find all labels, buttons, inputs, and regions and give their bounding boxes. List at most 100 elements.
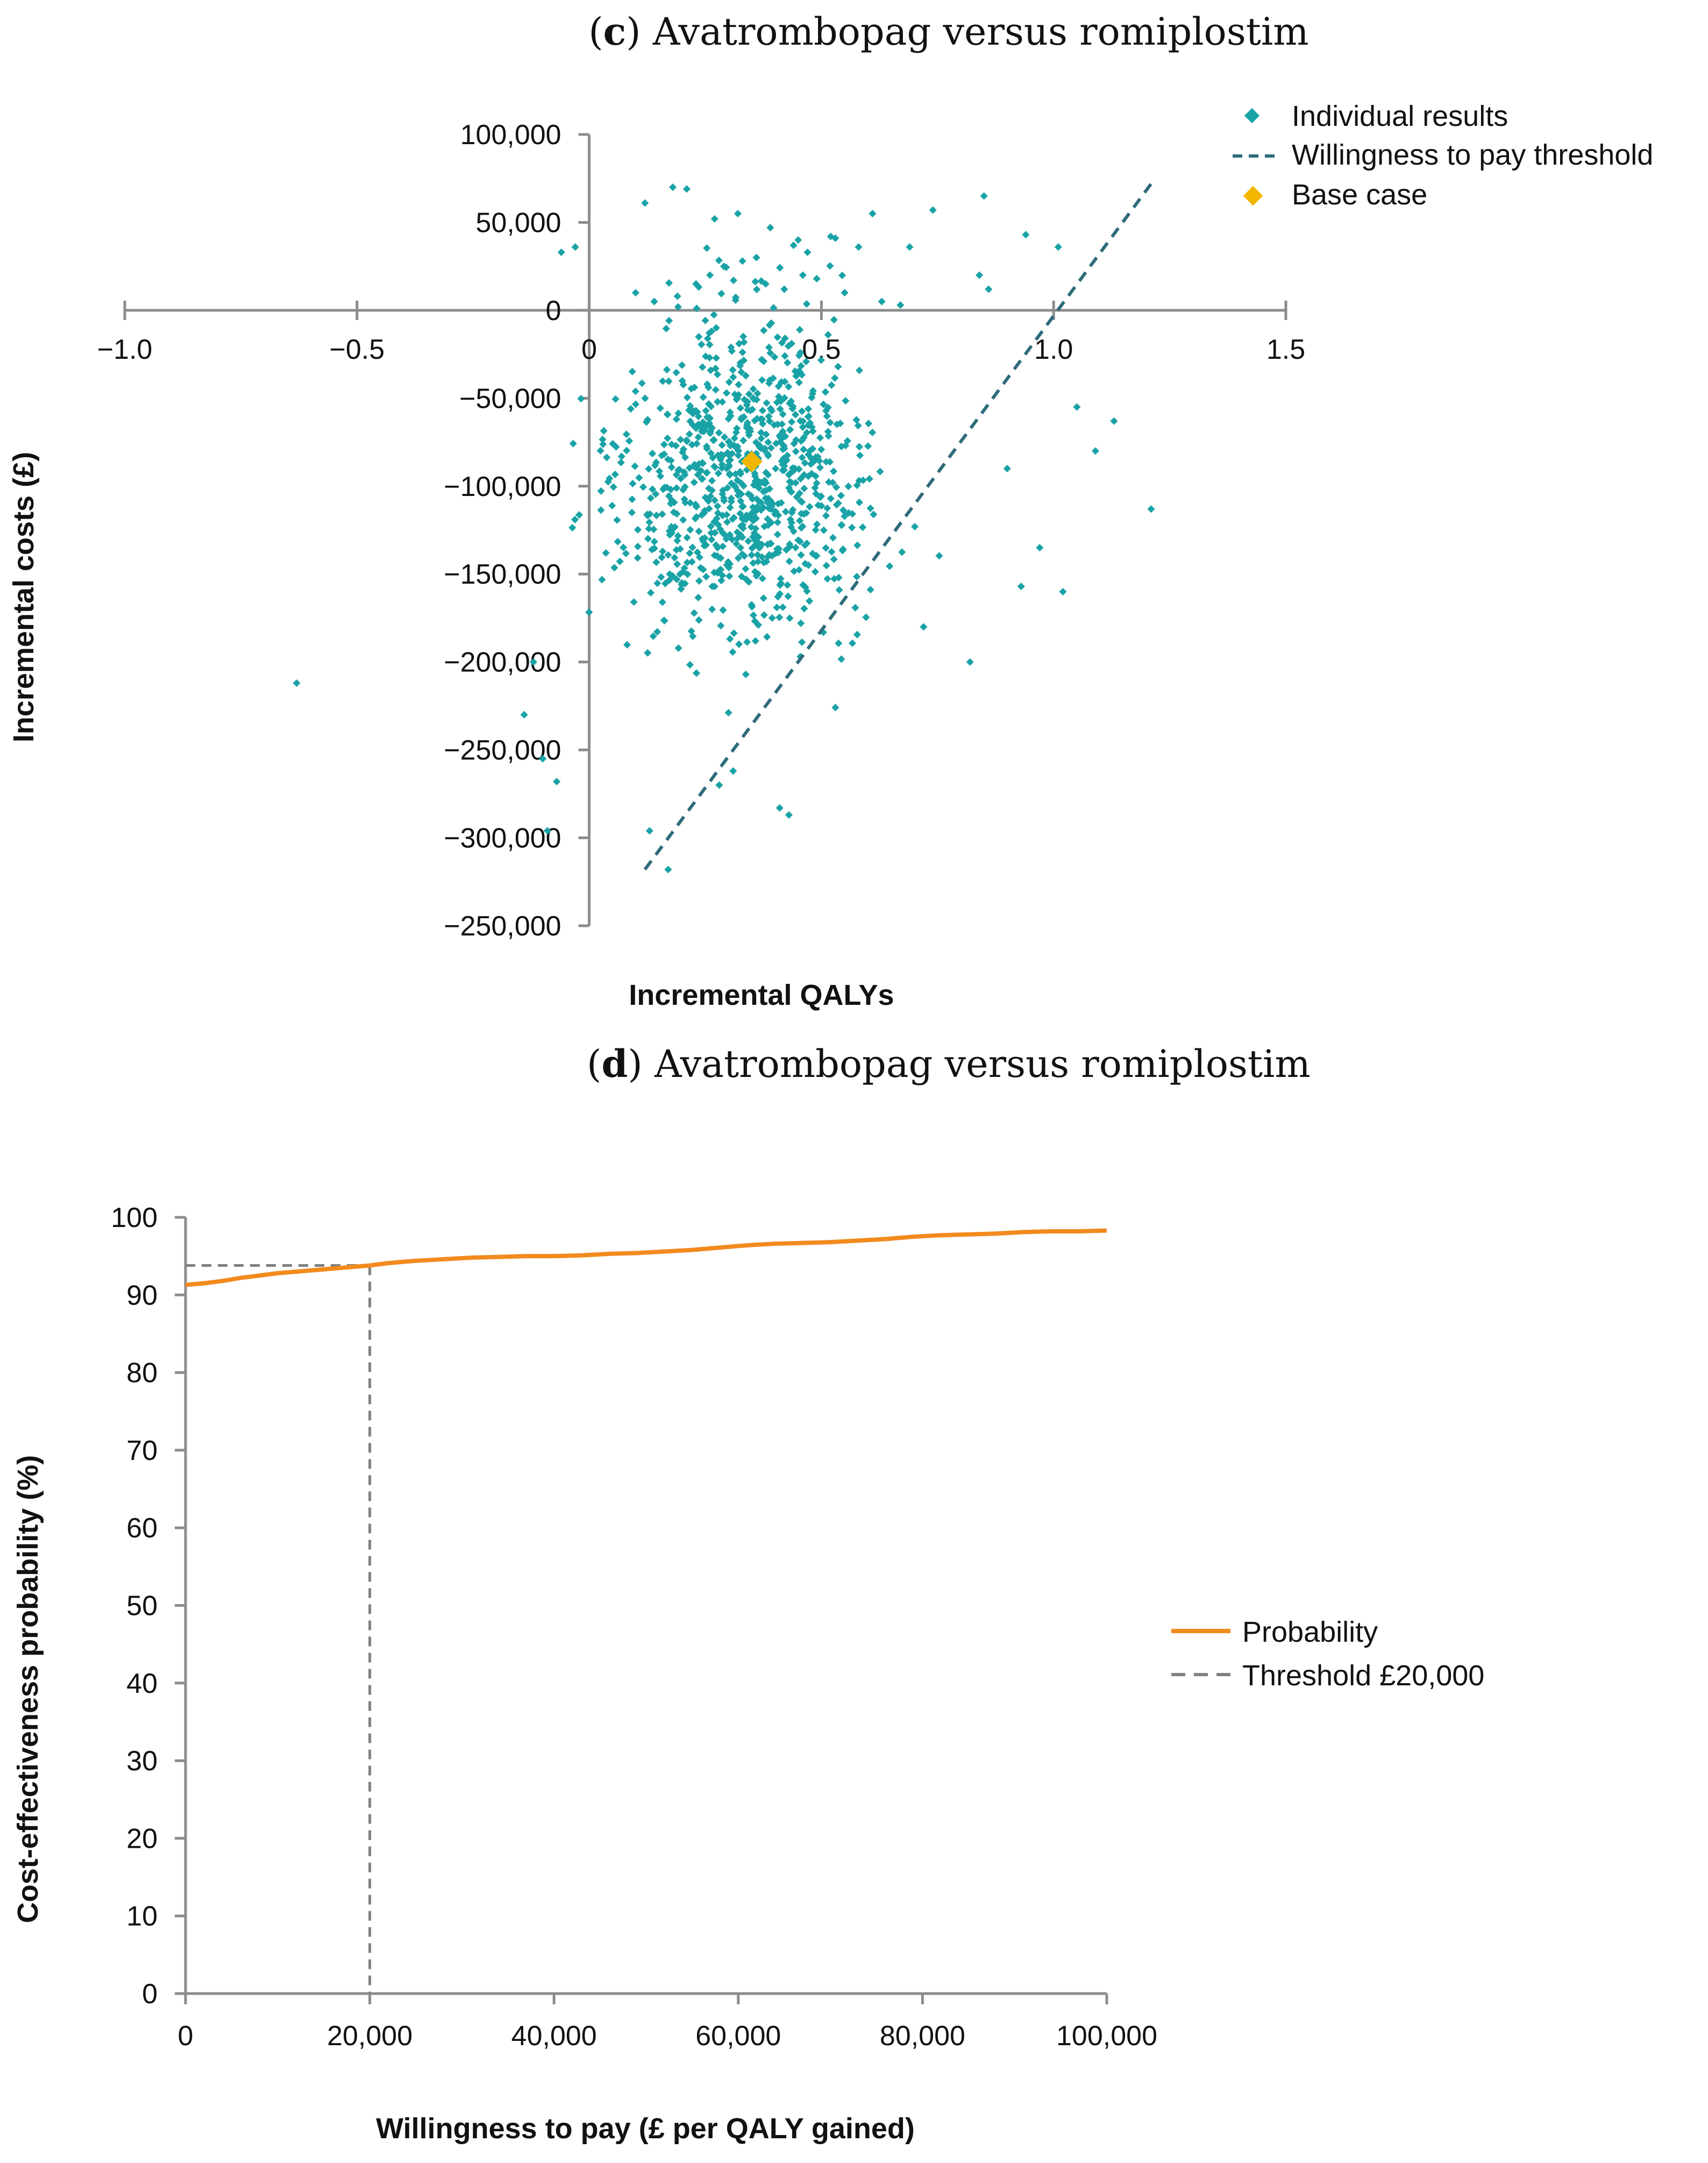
scatter-point [786,425,794,434]
scatter-point [831,704,839,712]
scatter-point [683,534,691,542]
y-tick-label: 10 [126,1901,158,1932]
scatter-point [830,316,838,324]
x-tick-label: 1.5 [1266,334,1305,365]
scatter-point [816,464,824,472]
scatter-point [681,453,689,462]
scatter-point [724,415,732,423]
scatter-point [695,527,703,535]
scatter-point [767,444,775,452]
scatter-point [710,215,718,223]
legend-marker-base-case [1243,186,1263,206]
scatter-point [876,467,884,476]
scatter-point [714,371,722,379]
scatter-point [758,376,766,384]
scatter-point [677,436,685,444]
scatter-point [806,502,814,511]
scatter-point [674,644,682,652]
scatter-point [650,544,658,552]
scatter-point [666,570,674,578]
scatter-point [803,248,812,257]
scatter-point [706,341,714,349]
scatter-point [609,439,617,448]
scatter-point [837,521,846,529]
scatter-point [665,316,673,325]
scatter-point [773,530,781,538]
scatter-point [765,413,773,421]
scatter-point [660,441,668,449]
scatter-point [800,605,808,613]
scatter-point [597,506,605,514]
scatter-point [745,578,753,586]
scatter-point [725,564,733,572]
scatter-point [806,597,814,605]
y-tick-label: −200,000 [444,647,561,678]
scatter-point [674,303,682,311]
scatter-point [660,616,668,625]
scatter-point [715,257,723,265]
chart-c-points [293,183,1155,874]
scatter-point [823,504,831,512]
y-tick-label: 100 [111,1202,158,1233]
scatter-point [652,490,660,498]
scatter-point [786,478,794,486]
scatter-point [568,523,577,532]
scatter-point [855,243,863,251]
scatter-point [784,581,792,589]
scatter-point [663,366,671,374]
scatter-point [571,515,579,523]
scatter-point [745,390,753,398]
scatter-point [757,429,765,437]
scatter-point [710,436,718,444]
chart-d-axes [184,1217,1107,1995]
scatter-point [759,594,767,602]
scatter-point [739,332,748,341]
y-tick-label: 60 [126,1513,158,1544]
scatter-point [707,449,715,457]
scatter-point [749,611,758,619]
scatter-point [763,633,771,641]
scatter-point [679,516,687,524]
scatter-point [718,441,726,449]
scatter-point [824,331,832,339]
scatter-point [693,304,701,313]
scatter-point [712,354,720,362]
scatter-point [693,502,701,510]
scatter-point [738,550,746,558]
scatter-point [690,478,698,486]
legend-label-individual-results: Individual results [1292,100,1508,132]
scatter-point [769,374,777,382]
scatter-point [703,335,712,343]
scatter-point [734,210,742,218]
scatter-point [854,422,862,430]
scatter-point [631,400,640,408]
scatter-point [751,278,759,286]
scatter-point [837,655,845,663]
scatter-point [699,475,707,483]
scatter-point [642,418,651,426]
scatter-point [628,495,636,503]
scatter-point [695,577,703,585]
scatter-point [700,542,708,550]
scatter-point [832,483,841,491]
scatter-point [975,271,984,279]
scatter-point [715,429,723,437]
scatter-point [821,388,830,396]
scatter-point [784,342,792,350]
scatter-point [682,185,691,193]
scatter-point [656,404,664,412]
scatter-point [826,262,834,270]
chart-d-threshold-lines [186,1264,372,1994]
scatter-point [778,378,786,386]
x-tick-label: 1.0 [1034,334,1073,365]
chart-c-legend: Individual results Willingness to pay th… [1233,100,1653,211]
scatter-point [800,445,808,453]
chart-c-title: (c) Avatrombopag versus romiplostim [588,9,1308,54]
scatter-point [714,544,722,552]
scatter-point [699,363,707,371]
scatter-point [585,608,593,616]
chart-c-xlabel: Incremental QALYs [629,979,894,1011]
scatter-point [742,670,750,678]
scatter-point [706,353,714,361]
